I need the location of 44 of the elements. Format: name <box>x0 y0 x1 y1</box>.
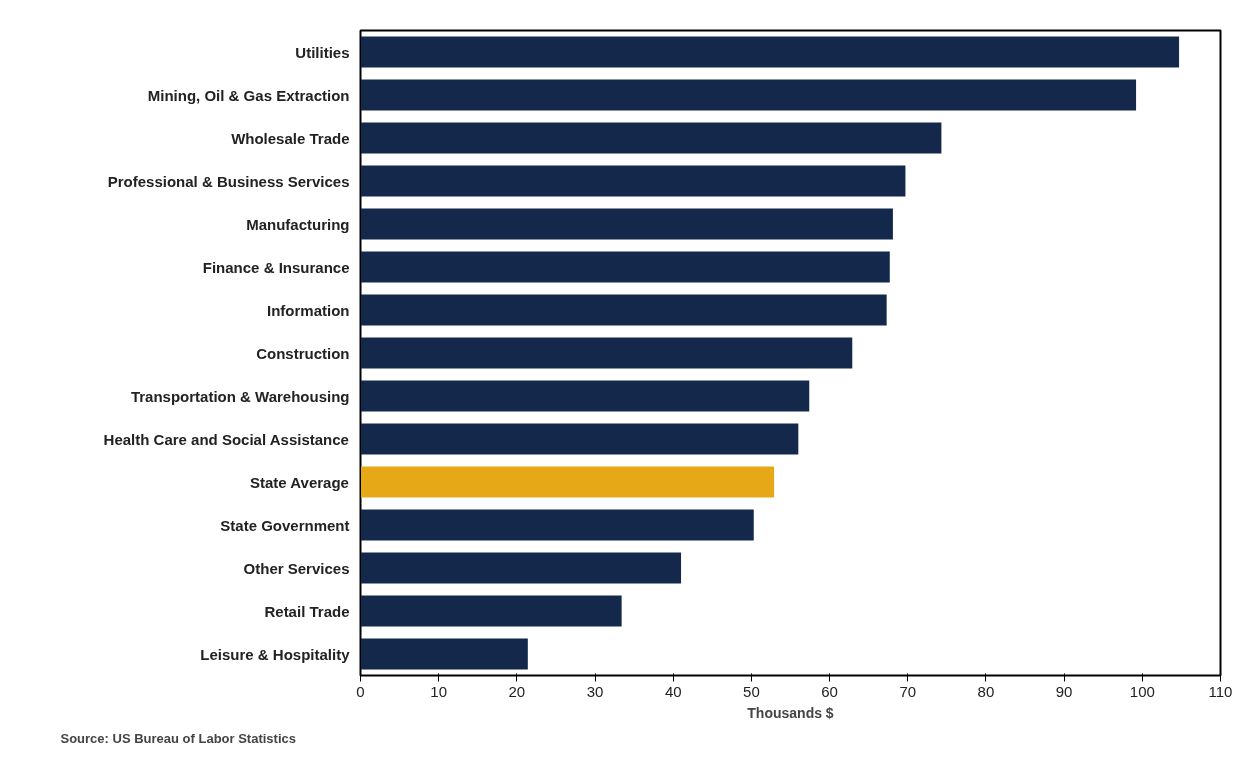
x-tick-label: 80 <box>977 682 995 700</box>
y-tick-label: Leisure & Hospitality <box>200 645 351 663</box>
x-tick-label: 100 <box>1129 682 1155 700</box>
bar <box>360 380 810 412</box>
bar <box>360 294 887 326</box>
bar <box>360 552 682 584</box>
bar <box>360 638 528 670</box>
bar <box>360 509 754 541</box>
x-tick-label: 0 <box>356 682 365 700</box>
y-tick-label: Mining, Oil & Gas Extraction <box>147 86 350 104</box>
x-tick-label: 60 <box>821 682 838 700</box>
bar <box>360 337 853 369</box>
x-tick-label: 30 <box>586 682 604 700</box>
y-tick-label: Wholesale Trade <box>231 129 350 147</box>
bar <box>360 466 775 498</box>
bar <box>360 122 942 154</box>
x-tick-label: 110 <box>1208 682 1233 700</box>
bar <box>360 165 906 197</box>
x-tick-label: 20 <box>508 682 526 700</box>
y-tick-label: Information <box>267 301 350 319</box>
y-tick-label: Health Care and Social Assistance <box>103 430 349 448</box>
y-tick-label: Manufacturing <box>246 215 350 233</box>
y-tick-label: Transportation & Warehousing <box>130 387 350 405</box>
y-tick-label: Retail Trade <box>264 602 350 620</box>
y-tick-label: Other Services <box>243 559 350 577</box>
x-tick-label: 70 <box>899 682 917 700</box>
x-tick-label: 90 <box>1055 682 1073 700</box>
y-tick-label: Finance & Insurance <box>202 258 350 276</box>
x-tick-label: 10 <box>430 682 448 700</box>
bar <box>360 423 799 455</box>
bar <box>360 36 1180 68</box>
y-tick-label: State Average <box>250 473 349 491</box>
source-note: Source: US Bureau of Labor Statistics <box>60 730 296 746</box>
x-tick-label: 40 <box>664 682 682 700</box>
x-axis-title: Thousands $ <box>747 704 834 721</box>
y-tick-label: Utilities <box>295 43 350 61</box>
y-tick-label: Professional & Business Services <box>107 172 350 190</box>
bar <box>360 595 622 627</box>
bar <box>360 251 890 283</box>
bar <box>360 79 1137 111</box>
y-tick-label: Construction <box>256 344 350 362</box>
bar <box>360 208 893 240</box>
y-tick-label: State Government <box>220 516 350 534</box>
x-tick-label: 50 <box>743 682 760 700</box>
